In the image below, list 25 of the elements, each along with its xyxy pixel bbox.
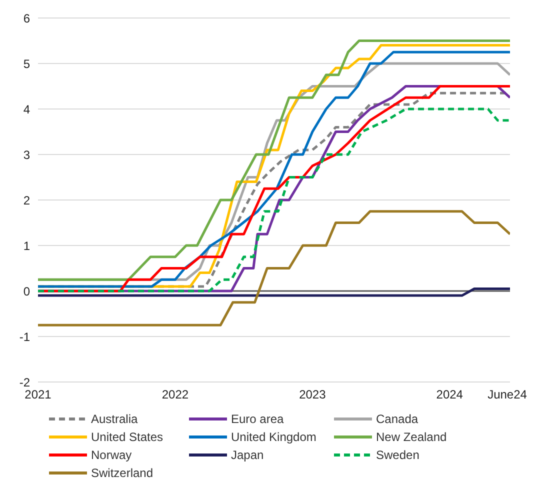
x-tick-label: 2024	[436, 388, 464, 402]
legend-label: New Zealand	[376, 430, 447, 444]
legend-label: Norway	[91, 448, 132, 462]
legend-label: Euro area	[231, 412, 284, 426]
y-tick-label: 1	[23, 238, 30, 253]
x-tick-label: 2023	[299, 388, 326, 402]
x-tick-label: 2022	[162, 388, 189, 402]
legend-label: Canada	[376, 412, 418, 426]
y-tick-label: -1	[19, 330, 30, 344]
y-tick-label: 5	[23, 56, 30, 71]
x-tick-label: 2021	[24, 388, 52, 402]
line-series	[38, 210, 510, 326]
y-tick-label: 4	[23, 102, 30, 116]
y-tick-label: 2	[23, 193, 30, 208]
legend-label: Australia	[91, 412, 138, 426]
x-tick-label: June24	[488, 388, 528, 402]
y-tick-label: 0	[23, 284, 30, 298]
legend-label: Japan	[231, 448, 264, 462]
y-tick-label: 3	[23, 148, 30, 162]
legend-label: Sweden	[376, 448, 420, 462]
legend-label: Switzerland	[91, 466, 154, 480]
y-tick-label: 6	[23, 11, 30, 26]
y-tick-label: -2	[19, 375, 30, 390]
legend-label: United States	[91, 430, 164, 444]
legend-label: United Kingdom	[231, 430, 316, 444]
